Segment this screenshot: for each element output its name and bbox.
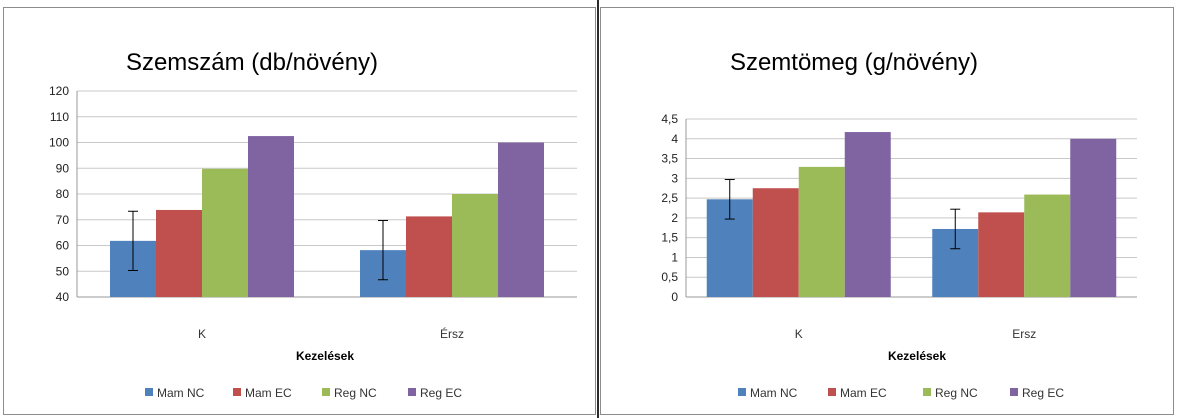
- chart-panel-seed-count: Szemszám (db/növény) 40 50 60 70 80 90 100 110 1…: [3, 7, 596, 415]
- y-tick-label: 110: [50, 110, 69, 124]
- x-category-label: Ersz: [1012, 327, 1036, 341]
- legend-label: Mam EC: [840, 386, 887, 400]
- x-axis-title: Kezelések: [296, 349, 354, 363]
- y-tick-label: 2,5: [661, 191, 678, 205]
- bar-group: [110, 136, 544, 297]
- legend-swatch: [233, 388, 241, 396]
- chart-seed-count: Szemszám (db/növény) 40 50 60 70 80 90 100 110 1…: [49, 49, 577, 400]
- legend-label: Reg NC: [935, 386, 978, 400]
- bar-reg-nc: [1024, 194, 1071, 297]
- bar-reg-ec: [1070, 138, 1117, 297]
- chart-panel-seed-weight: Szemtömeg (g/növény) 0 0,5 1 1,5 2 2,5 3 3,5 4 4,…: [600, 7, 1174, 415]
- y-tick-label: 60: [56, 239, 70, 253]
- x-axis-title: Kezelések: [888, 349, 946, 363]
- chart-title: Szemtömeg (g/növény): [730, 49, 978, 76]
- bar-reg-nc: [798, 166, 845, 297]
- bar-reg-ec: [498, 142, 544, 297]
- legend: Mam NC Mam EC Reg NC Reg EC: [145, 386, 462, 400]
- legend-swatch: [828, 388, 836, 396]
- bar-reg-nc: [452, 194, 498, 297]
- y-tick-label: 3,5: [661, 152, 678, 166]
- y-tick-label: 40: [56, 290, 70, 304]
- y-tick-label: 100: [49, 136, 69, 150]
- y-tick-label: 0,5: [661, 270, 678, 284]
- bar-reg-nc: [202, 168, 248, 297]
- bar-reg-ec: [248, 136, 294, 297]
- bar-mam-ec: [406, 216, 452, 297]
- y-tick-label: 90: [56, 161, 70, 175]
- legend-swatch: [1010, 388, 1018, 396]
- y-tick-label: 4,5: [661, 112, 678, 126]
- bar-mam-ec: [752, 188, 799, 297]
- y-tick-label: 3: [671, 171, 678, 185]
- legend-label: Mam NC: [157, 386, 205, 400]
- legend-label: Mam EC: [245, 386, 292, 400]
- chart-title: Szemszám (db/növény): [126, 49, 378, 76]
- bar-mam-ec: [978, 212, 1025, 297]
- chart-divider: [597, 0, 599, 418]
- y-tick-label: 4: [671, 132, 678, 146]
- legend-swatch: [923, 388, 931, 396]
- x-category-label: K: [795, 327, 803, 341]
- chart-seed-weight: Szemtömeg (g/növény) 0 0,5 1 1,5 2 2,5 3 3,5 4 4,…: [661, 49, 1137, 400]
- y-tick-label: 50: [56, 264, 70, 278]
- x-axis-categories: K Ersz: [795, 327, 1037, 341]
- y-axis-ticks: 0 0,5 1 1,5 2 2,5 3 3,5 4 4,5: [661, 112, 678, 304]
- y-tick-label: 80: [56, 187, 70, 201]
- legend-label: Reg NC: [334, 386, 377, 400]
- x-axis-categories: K Érsz: [198, 326, 464, 341]
- y-tick-label: 2: [671, 211, 678, 225]
- legend-label: Reg EC: [420, 386, 462, 400]
- x-category-label: Érsz: [440, 326, 464, 341]
- y-tick-label: 0: [671, 290, 678, 304]
- bar-group: [706, 132, 1117, 297]
- y-tick-label: 1: [671, 250, 678, 264]
- bar-mam-ec: [156, 209, 202, 297]
- legend-swatch: [408, 388, 416, 396]
- legend: Mam NC Mam EC Reg NC Reg EC: [738, 386, 1064, 400]
- legend-swatch: [145, 388, 153, 396]
- legend-label: Mam NC: [750, 386, 798, 400]
- bar-reg-ec: [844, 132, 891, 297]
- y-tick-label: 1,5: [661, 231, 678, 245]
- y-axis-ticks: 40 50 60 70 80 90 100 110 120: [49, 84, 69, 304]
- x-category-label: K: [198, 327, 206, 341]
- y-tick-label: 70: [56, 213, 70, 227]
- legend-label: Reg EC: [1022, 386, 1064, 400]
- y-tick-label: 120: [49, 84, 69, 98]
- legend-swatch: [738, 388, 746, 396]
- legend-swatch: [322, 388, 330, 396]
